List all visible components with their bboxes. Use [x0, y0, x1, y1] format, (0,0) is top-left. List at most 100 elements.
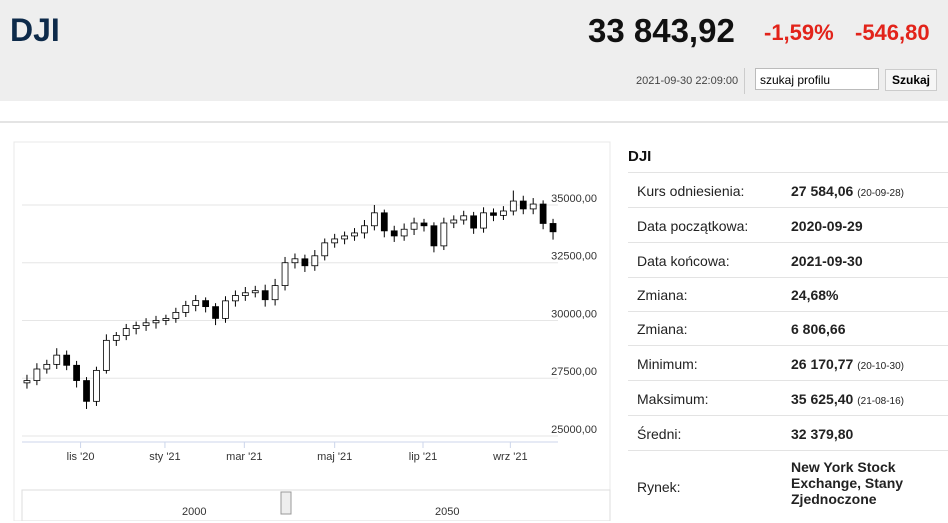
candle-body — [450, 219, 458, 224]
chart-frame — [13, 141, 611, 521]
info-row: Średni: 32 379,80 — [628, 415, 948, 451]
info-value: New York Stock Exchange, Stany Zjednoczo… — [791, 459, 904, 507]
candle-body — [490, 212, 497, 216]
candle-body — [122, 328, 130, 336]
candle-body — [331, 238, 339, 244]
info-note: (21-08-16) — [857, 395, 904, 407]
search-input[interactable]: szukaj profilu — [755, 68, 879, 90]
candle-body — [102, 339, 110, 371]
info-label: Maksimum: — [637, 390, 709, 407]
change-abs: -546,80 — [855, 20, 930, 45]
candle-body — [172, 312, 180, 319]
candle-body — [460, 215, 468, 221]
candle-body — [500, 210, 507, 216]
navigator-handle[interactable] — [280, 491, 292, 515]
candle-body — [390, 230, 398, 237]
change-pct: -1,59% — [764, 20, 834, 45]
candle-body — [380, 212, 388, 232]
candle-body — [509, 200, 517, 212]
x-tick-label: wrz '21 — [492, 451, 528, 463]
candle-body — [271, 285, 279, 301]
info-value: 6 806,66 — [791, 321, 846, 337]
candle-body — [281, 262, 289, 287]
content-card — [0, 121, 948, 523]
info-label: Data końcowa: — [637, 252, 730, 269]
info-value: 2021-09-30 — [791, 252, 863, 269]
candle-body — [132, 325, 140, 329]
candle-body — [112, 335, 120, 341]
info-label: Średni: — [637, 425, 682, 442]
info-row: Maksimum: 35 625,40 (21-08-16) — [628, 380, 948, 416]
candle-body — [93, 369, 100, 402]
info-note: (20-10-30) — [857, 360, 904, 372]
info-row: Rynek: New York Stock Exchange, Stany Zje… — [628, 450, 948, 522]
candle-body — [400, 228, 408, 237]
navigator-label: 2000 — [182, 506, 206, 518]
y-tick-label: 27500,00 — [551, 366, 597, 378]
info-value: 32 379,80 — [791, 425, 854, 442]
info-label: Kurs odniesienia: — [637, 182, 745, 199]
candle-body — [212, 306, 219, 319]
candle-body — [440, 222, 448, 247]
info-label: Zmiana: — [637, 321, 688, 337]
candle-body — [251, 290, 259, 294]
candle-body — [410, 222, 418, 230]
candle-body — [529, 203, 537, 210]
candle-body — [192, 300, 200, 306]
y-tick-label: 32500,00 — [551, 251, 597, 263]
candle-body — [420, 222, 428, 227]
candle-body — [321, 242, 329, 257]
info-label: Minimum: — [637, 355, 698, 372]
candle-body — [63, 354, 71, 366]
candle-body — [241, 292, 249, 296]
candle-body — [261, 290, 269, 301]
candle-body — [470, 215, 478, 229]
info-value: 27 584,06 (20-09-28) — [791, 182, 904, 199]
info-value: 24,68% — [791, 287, 839, 303]
candle-body — [33, 368, 41, 381]
price: 33 843,92 — [588, 12, 735, 49]
info-row: Data początkowa: 2020-09-29 — [628, 207, 948, 243]
y-tick-label: 30000,00 — [551, 308, 597, 320]
info-note: (20-09-28) — [857, 187, 904, 199]
separator — [744, 68, 745, 94]
candle-body — [182, 305, 190, 313]
navigator-label: 2050 — [435, 506, 459, 518]
info-label: Data początkowa: — [637, 217, 749, 234]
info-title: DJI — [628, 148, 652, 165]
candle-body — [301, 258, 309, 267]
x-tick-label: lip '21 — [409, 451, 437, 463]
candle-body — [202, 300, 210, 308]
candle-body — [519, 200, 527, 210]
info-label: Zmiana: — [637, 287, 688, 303]
candle-body — [83, 380, 90, 402]
info-value: 26 170,77 (20-10-30) — [791, 355, 904, 372]
x-tick-label: lis '20 — [67, 451, 95, 463]
info-row: Minimum: 26 170,77 (20-10-30) — [628, 345, 948, 381]
header: DJI 33 843,92 -1,59% -546,80 2021-09-30 … — [0, 0, 948, 101]
x-tick-label: sty '21 — [149, 451, 180, 463]
info-row: Zmiana: 6 806,66 — [628, 311, 948, 346]
candle-body — [370, 212, 378, 227]
candle-body — [341, 235, 348, 240]
search-button[interactable]: Szukaj — [885, 69, 937, 91]
symbol: DJI — [10, 12, 60, 48]
candle-body — [351, 232, 358, 237]
info-row: Zmiana: 24,68% — [628, 277, 948, 312]
candle-body — [311, 255, 319, 267]
y-tick-label: 25000,00 — [551, 424, 597, 436]
x-tick-label: mar '21 — [226, 451, 262, 463]
info-row: Kurs odniesienia: 27 584,06 (20-09-28) — [628, 172, 948, 208]
info-value: 35 625,40 (21-08-16) — [791, 390, 904, 407]
info-value: 2020-09-29 — [791, 217, 863, 234]
candle-body — [361, 225, 368, 234]
timestamp: 2021-09-30 22:09:00 — [636, 75, 739, 87]
candle-body — [232, 295, 239, 302]
navigator — [21, 489, 611, 521]
candle-body — [291, 258, 299, 264]
candle-body — [539, 203, 547, 224]
candle-body — [43, 363, 51, 370]
info-row: Data końcowa: 2021-09-30 — [628, 242, 948, 278]
candle-body — [480, 212, 487, 229]
